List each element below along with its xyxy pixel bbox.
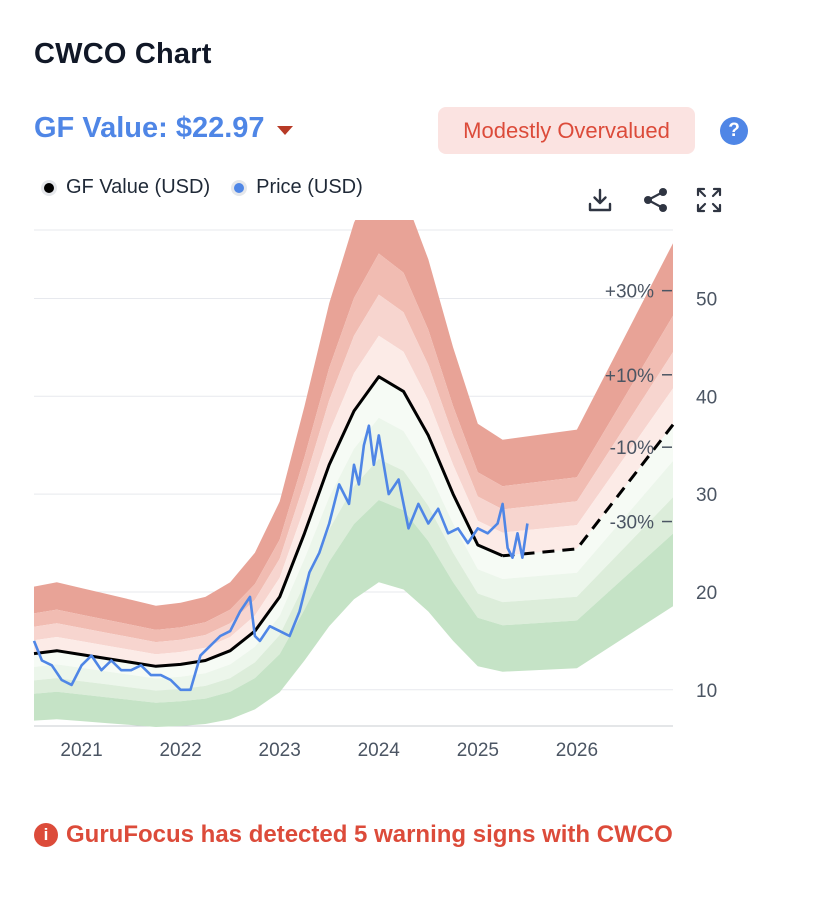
price-line [32, 424, 529, 692]
fullscreen-icon[interactable] [694, 185, 724, 215]
legend-item-gf-value[interactable]: GF Value (USD) [44, 176, 210, 199]
x-tick-label: 2025 [457, 740, 499, 761]
band-label: -30% [610, 513, 654, 534]
gf-value-label: GF Value: $22.97 [34, 112, 265, 144]
page-title: CWCO Chart [34, 38, 212, 70]
x-tick-label: 2023 [259, 740, 301, 761]
valuation-band-3 [34, 335, 673, 667]
chart-labels: 10 20 30 40 50 +30% +10% -10% -30% 2021 2022 2023 20… [60, 282, 717, 761]
price-dot-icon [234, 182, 245, 193]
band-label: +10% [605, 366, 654, 387]
band-label: -10% [610, 438, 654, 459]
valuation-band-7 [34, 500, 673, 727]
valuation-band-4 [34, 376, 673, 679]
share-icon[interactable] [641, 185, 671, 215]
y-tick-label: 50 [696, 289, 717, 310]
gf-value-forecast-line [502, 423, 675, 558]
gf-value-dot-icon [44, 182, 54, 193]
valuation-band-2 [34, 294, 673, 655]
x-tick-label: 2021 [60, 740, 102, 761]
valuation-band-6 [34, 458, 673, 703]
valuation-band-1 [34, 253, 673, 643]
legend-gf-value-label: GF Value (USD) [66, 176, 211, 198]
chart-legend: GF Value (USD) Price (USD) [44, 176, 387, 199]
help-icon[interactable]: ? [720, 117, 748, 145]
band-label: +30% [605, 282, 654, 303]
x-tick-label: 2022 [159, 740, 201, 761]
y-tick-label: 40 [696, 387, 717, 408]
gf-value-dropdown[interactable]: GF Value: $22.97 [34, 112, 293, 145]
chart-lines [32, 375, 675, 692]
y-tick-label: 20 [696, 583, 717, 604]
warning-banner[interactable]: i GuruFocus has detected 5 warning signs … [34, 812, 734, 858]
legend-item-price[interactable]: Price (USD) [234, 176, 363, 199]
valuation-badge: Modestly Overvalued [438, 107, 695, 154]
gf-value-line [33, 375, 504, 668]
x-tick-label: 2024 [358, 740, 401, 761]
x-tick-label: 2026 [556, 740, 598, 761]
legend-price-label: Price (USD) [256, 176, 363, 198]
caret-down-icon [276, 126, 293, 135]
gf-value-chart[interactable]: 10 20 30 40 50 +30% +10% -10% -30% 2021 2022 2023 20… [0, 220, 814, 765]
y-tick-label: 30 [696, 485, 717, 506]
info-icon: i [34, 823, 58, 847]
y-tick-label: 10 [696, 681, 717, 702]
download-icon[interactable] [585, 185, 615, 215]
warning-text: GuruFocus has detected 5 warning signs w… [66, 821, 673, 848]
